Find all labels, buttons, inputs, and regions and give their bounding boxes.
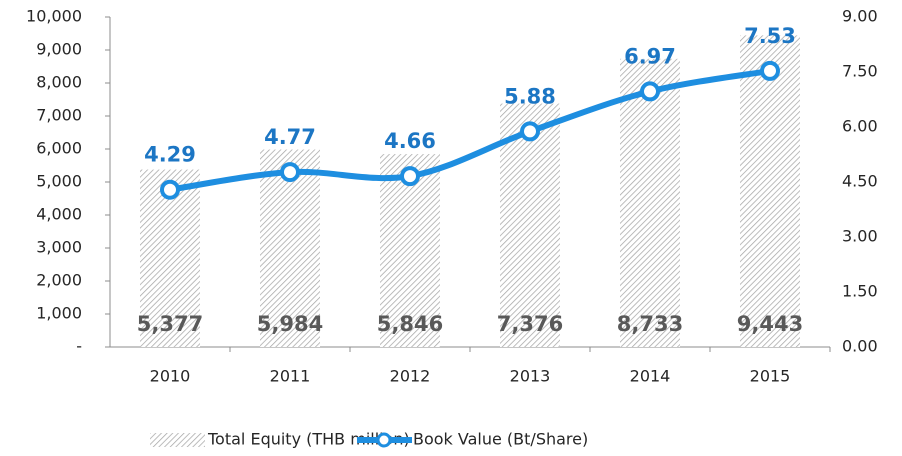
y-tick-label: 7,000 [36,106,82,125]
legend-label: Total Equity (THB million) [207,430,410,449]
line-value-label: 4.29 [144,143,196,167]
y2-tick-label: 6.00 [842,117,878,136]
y-tick-label: 8,000 [36,73,82,92]
line-marker [640,81,660,102]
y2-tick-label: 3.00 [842,227,878,246]
line-marker [160,179,180,200]
x-tick-label: 2014 [630,367,671,386]
y-tick-label: 5,000 [36,172,82,191]
bar [620,58,680,347]
y2-tick-label: 0.00 [842,337,878,356]
y2-tick-label: 7.50 [842,62,878,81]
y-tick-label: 9,000 [36,40,82,59]
line-value-label: 5.88 [504,84,556,108]
line-value-label: 7.53 [744,24,796,48]
legend-swatch [150,433,205,447]
line-marker [760,60,780,81]
line-value-label: 6.97 [624,44,676,68]
y-tick-label: 1,000 [36,304,82,323]
x-tick-label: 2011 [270,367,311,386]
y2-tick-label: 4.50 [842,172,878,191]
line-value-label: 4.77 [264,125,316,149]
bar-value-label: 5,377 [137,312,203,336]
y2-tick-label: 9.00 [842,7,878,26]
bar [260,149,320,347]
y-tick-label: 10,000 [26,7,82,26]
y-tick-label: 6,000 [36,139,82,158]
legend-label: Book Value (Bt/Share) [413,430,588,449]
x-tick-label: 2015 [750,367,791,386]
bar-value-label: 7,376 [497,312,563,336]
y-tick-label: 2,000 [36,271,82,290]
x-tick-label: 2013 [510,367,551,386]
line [169,67,771,193]
line-marker [280,162,300,183]
x-tick-label: 2010 [150,367,191,386]
y-tick-label: 4,000 [36,205,82,224]
y-tick-label: - [76,337,82,356]
bar-value-label: 8,733 [617,312,683,336]
bar-value-label: 5,846 [377,312,443,336]
y2-tick-label: 1.50 [842,282,878,301]
x-tick-label: 2012 [390,367,431,386]
bar [740,35,800,347]
legend-swatch [376,432,392,448]
line-marker [520,121,540,142]
bar-value-label: 5,984 [257,312,323,336]
bar-value-label: 9,443 [737,312,803,336]
y-tick-label: 3,000 [36,238,82,257]
line-marker [400,166,420,187]
bar [500,103,560,347]
bar [380,154,440,347]
line-value-label: 4.66 [384,129,436,153]
